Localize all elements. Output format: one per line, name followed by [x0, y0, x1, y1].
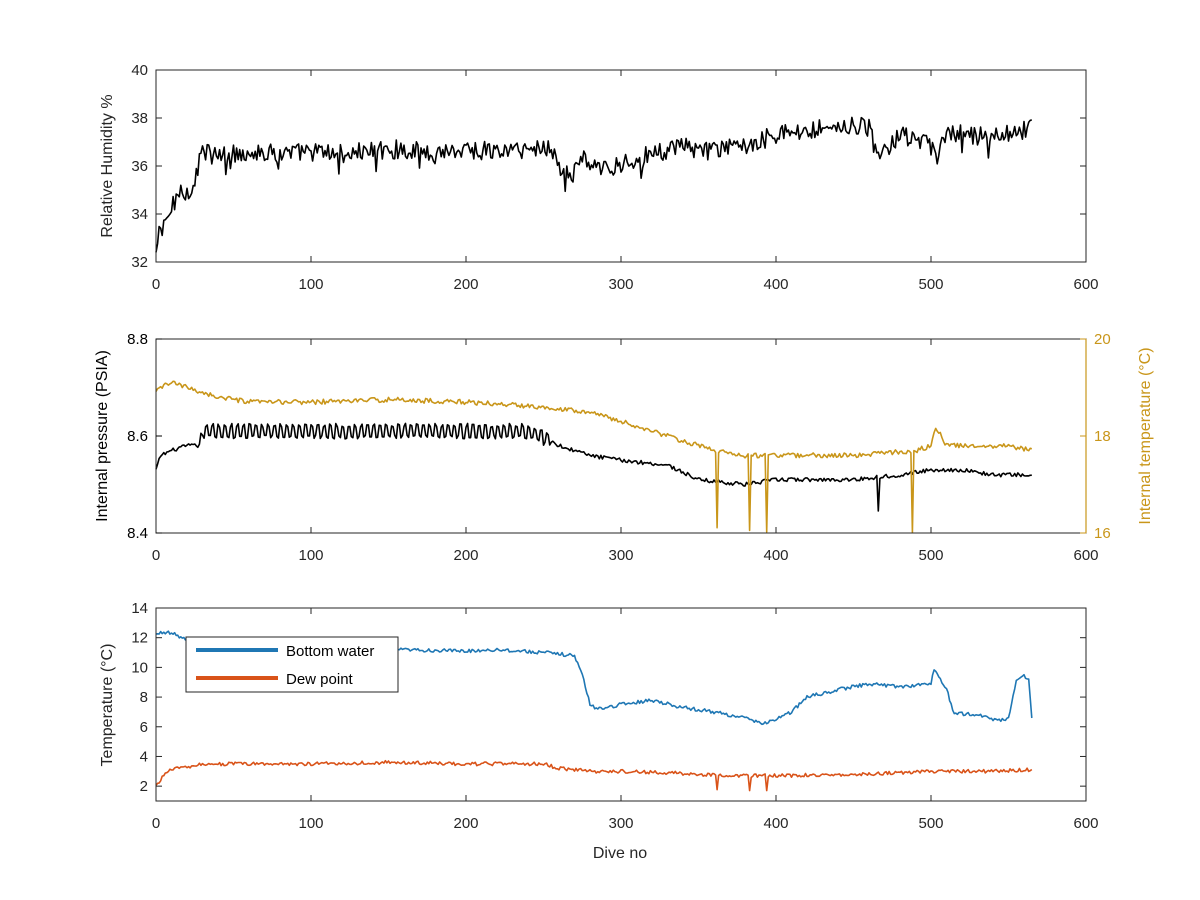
humidity-xtick-label-400: 400	[763, 276, 788, 293]
pressure-y2tick-label-18: 18	[1094, 428, 1111, 445]
legend-box	[185, 636, 399, 693]
humidity-xtick-label-300: 300	[608, 276, 633, 293]
panel-temperature: 0 100 200 300 400 500 600 2 4 6 8 10 12 14 Temperatur…	[99, 600, 1099, 862]
temperature-xtick-label-0: 0	[152, 815, 160, 832]
temperature-ytick-label-6: 6	[140, 719, 148, 736]
temperature-xtick-label-400: 400	[763, 815, 788, 832]
panel-pressure-ticks: 0 100 200 300 400 500 600 8.4 8.6 8.8 16 18 20	[127, 331, 1111, 564]
temperature-ytick-label-12: 12	[131, 630, 148, 647]
humidity-xtick-label-600: 600	[1073, 276, 1098, 293]
pressure-xtick-label-0: 0	[152, 547, 160, 564]
panel-humidity: 0 100 200 300 400 500 600 32 34 36 38 40 Relative H…	[99, 62, 1099, 293]
pressure-y2tick-label-16: 16	[1094, 525, 1111, 542]
pressure-y2tick-label-20: 20	[1094, 331, 1111, 348]
humidity-ytick-label-38: 38	[131, 110, 148, 127]
legend-label-bottom-water: Bottom water	[286, 643, 374, 660]
pressure-xtick-label-500: 500	[918, 547, 943, 564]
pressure-xtick-label-300: 300	[608, 547, 633, 564]
pressure-ytick-label-8.6: 8.6	[127, 428, 148, 445]
temperature-ytick-label-2: 2	[140, 778, 148, 795]
temperature-xtick-label-200: 200	[453, 815, 478, 832]
panel-humidity-series	[155, 116, 1033, 253]
pressure-xtick-label-600: 600	[1073, 547, 1098, 564]
temperature-xtick-label-500: 500	[918, 815, 943, 832]
panel-pressure-series	[155, 380, 1033, 534]
humidity-xtick-label-200: 200	[453, 276, 478, 293]
humidity-xtick-label-100: 100	[298, 276, 323, 293]
pressure-ytick-label-8.4: 8.4	[127, 525, 148, 542]
pressure-series-0	[155, 422, 1032, 512]
panel-pressure-temperature: 0 100 200 300 400 500 600 8.4 8.6 8.8 16 18 20 Inter…	[94, 331, 1154, 564]
panel-temperature-ylabel: Temperature (°C)	[99, 644, 116, 767]
pressure-xtick-label-100: 100	[298, 547, 323, 564]
humidity-ytick-label-40: 40	[131, 62, 148, 79]
pressure-ytick-label-8.8: 8.8	[127, 331, 148, 348]
legend: Bottom water Dew point	[185, 636, 399, 693]
temperature-xtick-label-600: 600	[1073, 815, 1098, 832]
temperature-ytick-label-8: 8	[140, 689, 148, 706]
pressure-xtick-label-400: 400	[763, 547, 788, 564]
temperature-xtick-label-100: 100	[298, 815, 323, 832]
panel-humidity-box	[155, 69, 1087, 263]
humidity-xtick-label-500: 500	[918, 276, 943, 293]
pressure-xtick-label-200: 200	[453, 547, 478, 564]
legend-label-dew-point: Dew point	[286, 671, 354, 688]
panel-pressure-ylabel: Internal pressure (PSIA)	[94, 350, 111, 522]
temperature-ytick-label-14: 14	[131, 600, 148, 617]
temperature-ytick-label-10: 10	[131, 659, 148, 676]
humidity-ytick-label-36: 36	[131, 158, 148, 175]
panel-humidity-ticks: 0 100 200 300 400 500 600 32 34 36 38 40	[131, 62, 1098, 293]
temperature-series-1-dew-point	[155, 759, 1033, 792]
humidity-xtick-label-0: 0	[152, 276, 160, 293]
temperature-xtick-label-300: 300	[608, 815, 633, 832]
panel-humidity-ylabel: Relative Humidity %	[99, 94, 116, 237]
panel-temperature-xlabel: Dive no	[593, 845, 647, 862]
pressure-series-1	[155, 380, 1033, 534]
humidity-series-0	[155, 116, 1033, 253]
panel-temperature-ticks: 0 100 200 300 400 500 600 2 4 6 8 10 12 14	[131, 600, 1098, 832]
humidity-ytick-label-32: 32	[131, 254, 148, 271]
temperature-ytick-label-4: 4	[140, 748, 148, 765]
panel-pressure-y2label: Internal temperature (°C)	[1137, 347, 1154, 524]
humidity-ytick-label-34: 34	[131, 206, 148, 223]
